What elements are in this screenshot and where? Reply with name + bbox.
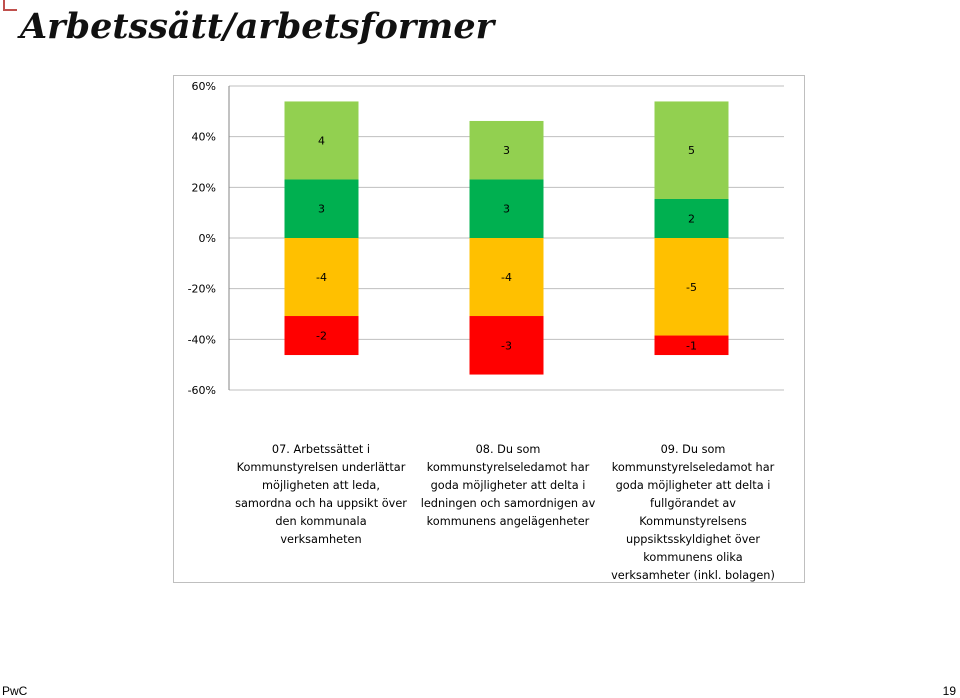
data-label: -4 [501, 271, 512, 284]
bar-segment [469, 120, 544, 180]
bar-segment [469, 179, 544, 238]
y-tick-label: 40% [192, 131, 216, 144]
category-label-07: 07. Arbetssättet i Kommunstyrelsen under… [235, 443, 407, 546]
data-label: -5 [686, 281, 697, 294]
bar-segment [469, 238, 544, 317]
data-label: 3 [318, 203, 325, 216]
data-label: -1 [686, 339, 697, 352]
page-number: 19 [942, 684, 956, 698]
data-label: 5 [688, 144, 695, 157]
chart-frame: 60% 40% 20% 0% -20% -40% -60% 3 4 -4 -2 3 3 -4 -3 2 5 -5 -… [173, 75, 805, 583]
y-tick-label: -20% [188, 283, 216, 296]
bar-segment [284, 238, 359, 317]
footer-brand: PwC [2, 684, 28, 698]
y-tick-label: -40% [188, 333, 216, 346]
data-label: -2 [316, 330, 327, 343]
y-tick-label: -60% [188, 384, 216, 397]
data-label: 3 [503, 203, 510, 216]
bar-segment [654, 335, 729, 356]
category-label-08: 08. Du som kommunstyrelseledamot har god… [420, 443, 596, 528]
data-label: -4 [316, 271, 327, 284]
y-tick-label: 60% [192, 80, 216, 93]
data-label: 3 [503, 144, 510, 157]
data-label: -3 [501, 339, 512, 352]
corner-accent [3, 0, 17, 11]
bar-segment [284, 179, 359, 238]
category-label-09: 09. Du som kommunstyrelseledamot har god… [611, 443, 775, 582]
bar-segment [654, 238, 729, 336]
bar-segment [654, 198, 729, 238]
bar-segment [469, 316, 544, 375]
stacked-bar-chart: 60% 40% 20% 0% -20% -40% -60% 3 4 -4 -2 3 3 -4 -3 2 5 -5 -… [188, 80, 784, 397]
y-tick-label: 0% [199, 232, 216, 245]
data-label: 2 [688, 212, 695, 225]
bar-segment [284, 101, 359, 180]
slide-title: Arbetssätt/arbetsformer [20, 6, 495, 47]
bar-segment [654, 101, 729, 199]
y-tick-label: 20% [192, 181, 216, 194]
bar-segment [284, 316, 359, 356]
data-label: 4 [318, 134, 325, 147]
